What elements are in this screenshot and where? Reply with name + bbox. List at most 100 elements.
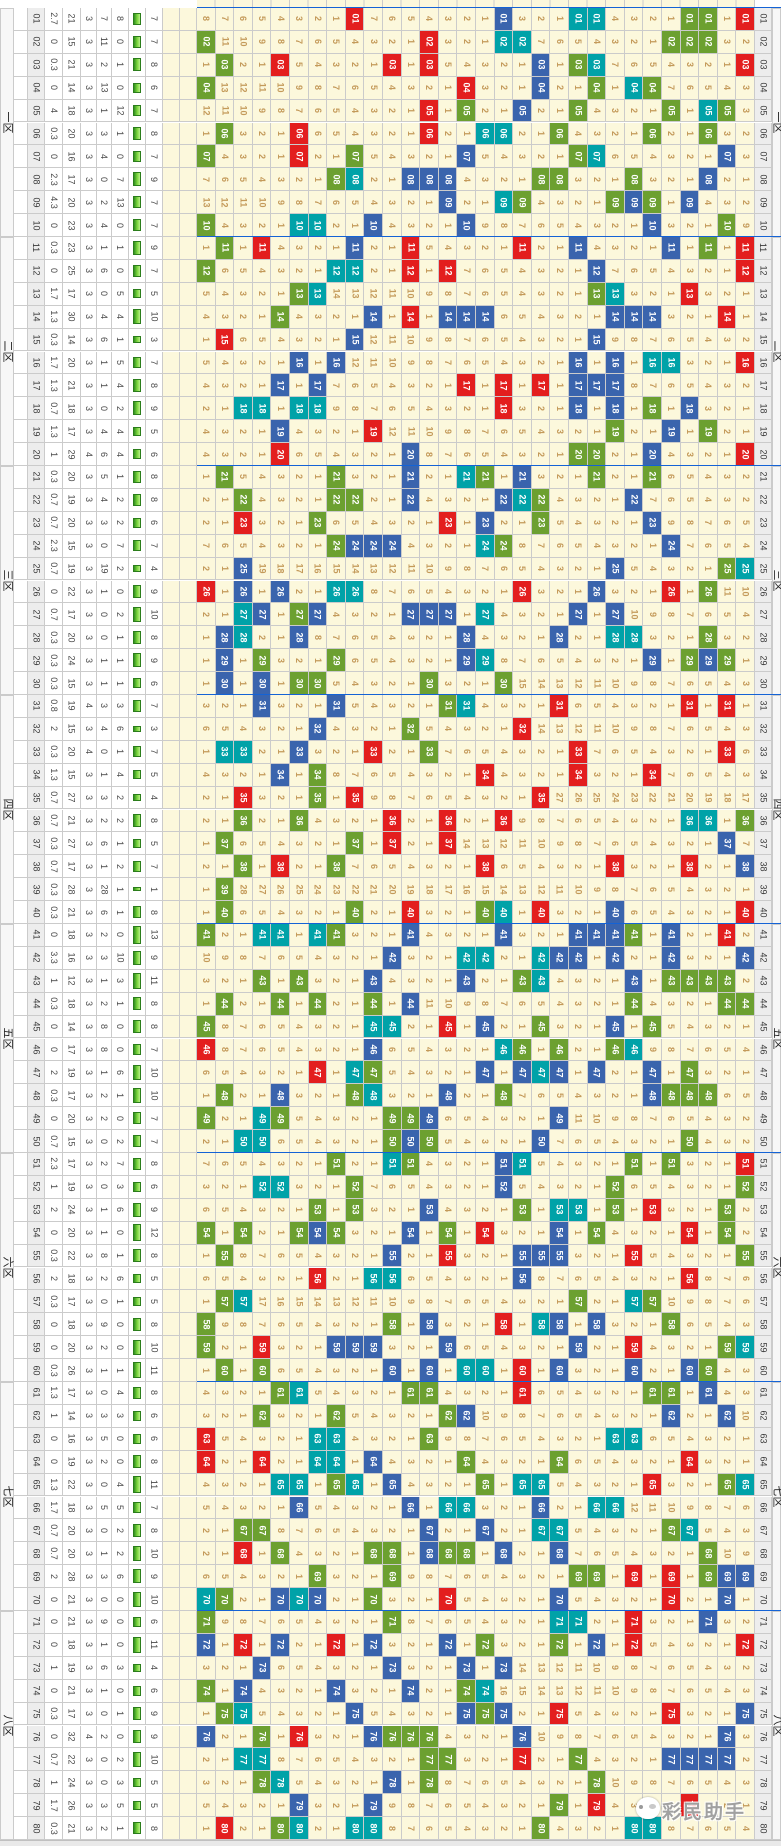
cell-text: 43 <box>722 976 731 986</box>
miss-count-cell: 2 <box>290 260 309 283</box>
cell-text: 2 <box>536 154 545 159</box>
cell-text: 40 <box>610 907 619 917</box>
stat-cur-miss: 6 <box>112 1061 129 1084</box>
cell-text: 7 <box>648 1116 657 1121</box>
cell-text: 1 <box>238 681 247 686</box>
miss-count-cell: 1 <box>402 1359 421 1382</box>
cell-text: 8 <box>536 818 545 823</box>
miss-count-cell: 5 <box>234 466 253 489</box>
cell-text: 16 <box>31 357 40 367</box>
stat-ratio: 0 <box>45 145 63 168</box>
cell-text: 11 <box>406 243 415 253</box>
stat-max-miss: 21 <box>63 8 81 31</box>
cell-text: 3 <box>276 1161 285 1166</box>
miss-count-cell: 4 <box>736 603 755 626</box>
cell-text: 1 <box>573 589 582 594</box>
miss-count-cell: 1 <box>457 535 476 558</box>
miss-count-cell: 7 <box>662 672 681 695</box>
cell-text: 55 <box>629 1251 638 1261</box>
cell-text: 19 <box>67 1067 76 1077</box>
cell-text: 5 <box>517 314 526 319</box>
hit-count-bar <box>133 241 141 255</box>
cell-text: 1 <box>257 1001 266 1006</box>
cell-text: 02 <box>201 37 210 47</box>
miss-count-cell: 2 <box>495 947 514 970</box>
cell-text: 2 <box>99 62 108 67</box>
miss-count-cell: 5 <box>290 54 309 77</box>
stat-ratio: 0 <box>45 1313 63 1336</box>
hit-cell: 23 <box>309 512 328 535</box>
cell-text: 2 <box>443 864 452 869</box>
cell-text: 13 <box>201 197 210 207</box>
cell-text: 3 <box>84 131 93 136</box>
cell-text: 8 <box>149 1024 158 1029</box>
miss-count-cell: 4 <box>216 283 235 306</box>
cell-text: 0.7 <box>49 791 58 804</box>
cell-text: 3 <box>238 223 247 228</box>
cell-text: 3 <box>648 177 657 182</box>
cell-text: 1 <box>201 1093 210 1098</box>
cell-text: 4 <box>276 16 285 21</box>
cell-text: 35 <box>758 793 767 803</box>
cell-text: 1 <box>555 932 564 937</box>
miss-count-cell: 6 <box>457 1336 476 1359</box>
cell-text: 7 <box>99 16 108 21</box>
cell-text: 0.7 <box>49 608 58 621</box>
miss-count-cell: 3 <box>439 31 458 54</box>
cell-text: 2 <box>406 1024 415 1029</box>
miss-count-cell: 2 <box>495 787 514 810</box>
row-number-right: 43 <box>755 970 772 993</box>
hit-cell: 08 <box>532 168 551 191</box>
cell-text: 1 <box>313 589 322 594</box>
spacer-cell <box>180 260 197 283</box>
cell-text: 0 <box>115 268 124 273</box>
stat-hit-count: 8 <box>146 993 163 1016</box>
cell-text: 3 <box>387 1345 396 1350</box>
hit-cell: 49 <box>271 1107 290 1130</box>
miss-count-cell: 17 <box>253 1290 272 1313</box>
cell-text: 3 <box>406 85 415 90</box>
miss-count-cell: 3 <box>271 1153 290 1176</box>
miss-count-cell: 7 <box>253 1245 272 1268</box>
cell-text: 02 <box>758 37 767 47</box>
zone-label-text: 二区 <box>2 341 13 363</box>
cell-text: 7 <box>149 360 158 365</box>
stat-hit-count: 5 <box>146 420 163 443</box>
cell-text: 8 <box>149 383 158 388</box>
cell-text: 60 <box>220 1365 229 1375</box>
cell-text: 22 <box>758 495 767 505</box>
cell-text: 4 <box>369 200 378 205</box>
spacer-cell <box>163 260 180 283</box>
cell-text: 08 <box>424 174 433 184</box>
hit-cell: 42 <box>662 947 681 970</box>
cell-text: 4 <box>610 1139 619 1144</box>
cell-text: 6 <box>555 39 564 44</box>
cell-text: 57 <box>220 1296 229 1306</box>
miss-count-cell: 8 <box>569 832 588 855</box>
cell-text: 4 <box>443 726 452 731</box>
cell-text: 4 <box>350 131 359 136</box>
cell-text: 2 <box>685 932 694 937</box>
hit-cell: 11 <box>216 237 235 260</box>
cell-text: 55 <box>536 1251 545 1261</box>
cell-text: 5 <box>220 726 229 731</box>
cell-text: 2 <box>99 1093 108 1098</box>
cell-text: 52 <box>741 1182 750 1192</box>
stat-max-miss: 18 <box>63 993 81 1016</box>
hit-cell: 42 <box>606 947 625 970</box>
hit-cell: 36 <box>699 810 718 833</box>
cell-text: 14 <box>67 335 76 345</box>
miss-count-cell: 4 <box>309 1313 328 1336</box>
stat-bar <box>129 1130 146 1153</box>
cell-text: 3 <box>629 1276 638 1281</box>
miss-count-cell: 1 <box>271 397 290 420</box>
cell-text: 33 <box>424 747 433 757</box>
cell-text: 2 <box>443 1070 452 1075</box>
miss-count-cell: 26 <box>569 787 588 810</box>
cell-text: 6 <box>685 726 694 731</box>
hit-cell: 03 <box>569 54 588 77</box>
cell-text: 1 <box>313 658 322 663</box>
miss-count-cell: 5 <box>718 603 737 626</box>
hit-cell: 12 <box>736 260 755 283</box>
spacer-cell <box>14 214 28 237</box>
